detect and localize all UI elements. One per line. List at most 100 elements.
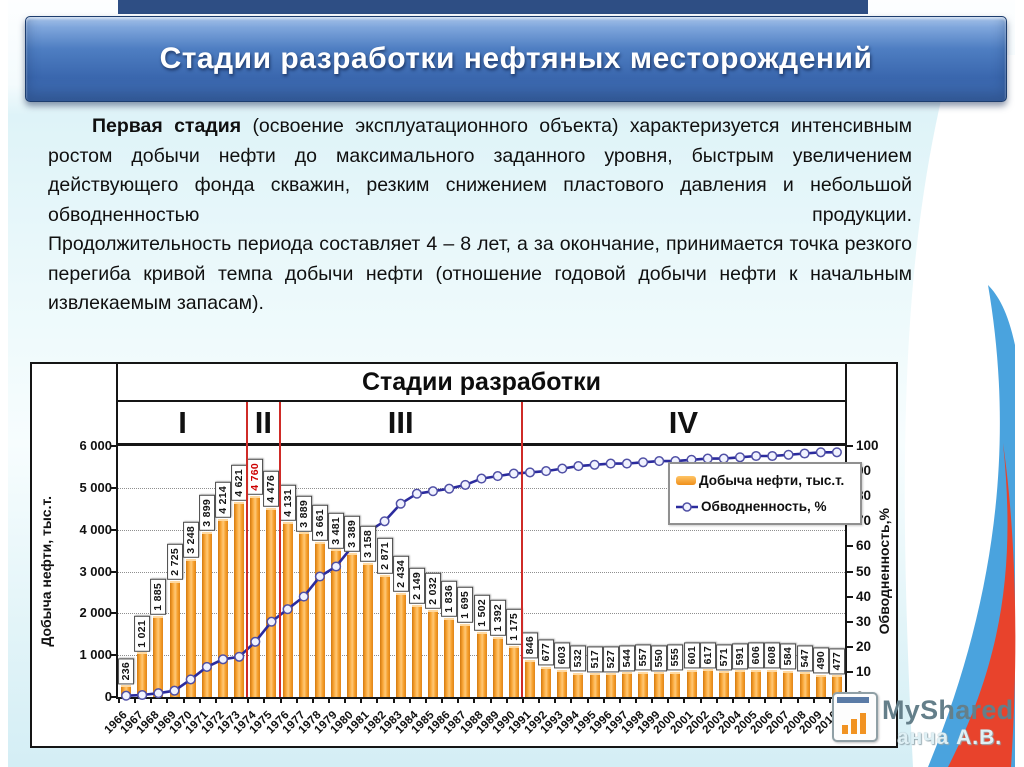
left-axis-tick-label: 5 000 — [79, 479, 112, 495]
bar-value-label: 601 — [683, 642, 700, 669]
production-bar — [169, 581, 180, 697]
watercut-marker — [331, 561, 342, 572]
production-bar — [476, 632, 487, 697]
watercut-marker — [573, 461, 584, 472]
bar-value-label: 617 — [699, 641, 716, 669]
bar-value-label: 2 434 — [392, 556, 409, 593]
x-axis-tick-mark — [812, 697, 815, 703]
x-axis-tick-mark — [473, 697, 476, 703]
x-axis-tick-mark — [538, 697, 541, 703]
production-bar — [815, 674, 826, 697]
chart-legend: Добыча нефти, тыс.т. Обводненность, % — [668, 462, 862, 525]
bar-value-label: 555 — [667, 644, 684, 671]
bar-value-label: 527 — [602, 645, 619, 672]
watercut-marker — [831, 447, 842, 458]
x-axis-tick-mark — [198, 697, 201, 703]
gridline — [118, 529, 845, 531]
bar-value-label: 4 760 — [247, 459, 264, 495]
bar-value-label: 2 871 — [376, 538, 393, 574]
right-axis-tick-label: 40 — [856, 588, 872, 604]
watercut-marker — [767, 450, 778, 462]
x-axis-tick-mark — [392, 697, 395, 703]
x-axis-tick-mark — [263, 697, 266, 703]
x-axis-tick-mark — [764, 697, 767, 703]
bar-value-label: 550 — [651, 644, 668, 671]
stage-label: III — [387, 405, 414, 440]
left-axis-tick-label: 0 — [104, 689, 112, 704]
watercut-marker — [508, 468, 519, 479]
watercut-marker — [137, 689, 148, 701]
bar-value-label: 603 — [554, 642, 571, 669]
production-bar — [314, 541, 325, 697]
bar-value-label: 1 502 — [473, 595, 490, 632]
production-bar — [751, 669, 762, 697]
x-axis-tick-mark — [134, 697, 137, 703]
bar-value-label: 3 889 — [295, 495, 312, 532]
x-axis-tick-mark — [118, 697, 120, 703]
x-axis-tick-mark — [328, 697, 331, 703]
bar-value-label: 1 392 — [489, 600, 506, 636]
x-axis-tick-mark — [166, 697, 169, 703]
slide-title-banner: Стадии разработки нефтяных месторождений — [25, 16, 1007, 102]
watercut-marker — [379, 516, 390, 527]
x-axis-tick-mark — [602, 697, 605, 703]
bar-value-label: 1 695 — [457, 587, 474, 624]
right-axis-tick-mark — [847, 670, 853, 673]
production-bar — [670, 671, 681, 697]
watercut-marker — [524, 467, 536, 478]
x-axis-tick-mark — [731, 697, 734, 703]
legend-entry-watercut: Обводненность, % — [676, 499, 854, 514]
watercut-marker — [476, 473, 487, 484]
left-axis-tick-mark — [110, 528, 116, 531]
x-axis-tick-mark — [344, 697, 347, 703]
production-bar — [428, 610, 439, 697]
production-bar — [153, 616, 164, 697]
right-plot-spine — [845, 364, 847, 699]
myshared-watermark: MyShared — [882, 695, 1014, 725]
bar-value-label: 4 476 — [263, 470, 280, 507]
decorative-flame-shapes — [904, 55, 1016, 767]
watercut-marker — [169, 685, 180, 696]
x-axis-tick-mark — [376, 697, 379, 703]
right-axis-tick-mark — [847, 570, 853, 573]
x-axis-tick-mark — [150, 697, 153, 703]
x-axis-tick-mark — [667, 697, 670, 703]
paragraph-lead: Первая стадия — [92, 115, 242, 137]
watercut-marker — [314, 571, 325, 582]
bar-value-label: 3 158 — [360, 526, 377, 562]
logo-screen-bar — [837, 697, 869, 703]
watercut-marker — [153, 688, 164, 699]
watercut-marker — [621, 458, 632, 469]
stage-label: IV — [668, 405, 699, 440]
x-axis-tick-mark — [457, 697, 460, 703]
right-axis-tick-mark — [847, 445, 853, 447]
production-bar — [218, 518, 228, 697]
x-axis-tick-mark — [570, 697, 573, 703]
watercut-marker — [541, 466, 552, 477]
slide-title: Стадии разработки нефтяных месторождений — [159, 42, 873, 75]
bar-value-label: 3 248 — [182, 522, 199, 559]
x-axis-tick-mark — [441, 697, 444, 703]
bar-value-label: 846 — [521, 632, 539, 659]
left-axis-tick-mark — [110, 696, 116, 698]
logo-bar-small — [842, 725, 848, 734]
right-axis-tick-label: 50 — [856, 563, 872, 579]
stage-label: I — [178, 405, 187, 440]
x-axis-tick-mark — [408, 697, 411, 703]
right-axis-tick-mark — [847, 620, 853, 623]
left-axis-tick-label: 3 000 — [79, 563, 112, 579]
x-axis-tick-mark — [828, 697, 831, 703]
production-bar — [234, 501, 245, 697]
plot-area: 236 1 021 1 885 2 725 3 248 3 899 4 214 4 621 4 … — [118, 446, 845, 701]
bar-value-label: 477 — [828, 647, 845, 675]
watercut-marker — [799, 448, 810, 459]
production-bar — [266, 507, 277, 697]
x-axis-tick-mark — [651, 697, 654, 703]
watercut-marker — [557, 463, 568, 474]
bar-value-label: 1 175 — [505, 609, 522, 645]
production-bar — [411, 605, 422, 697]
stage-label: II — [254, 405, 272, 440]
right-axis-tick-mark — [847, 645, 853, 648]
logo-bar-large — [860, 713, 866, 734]
